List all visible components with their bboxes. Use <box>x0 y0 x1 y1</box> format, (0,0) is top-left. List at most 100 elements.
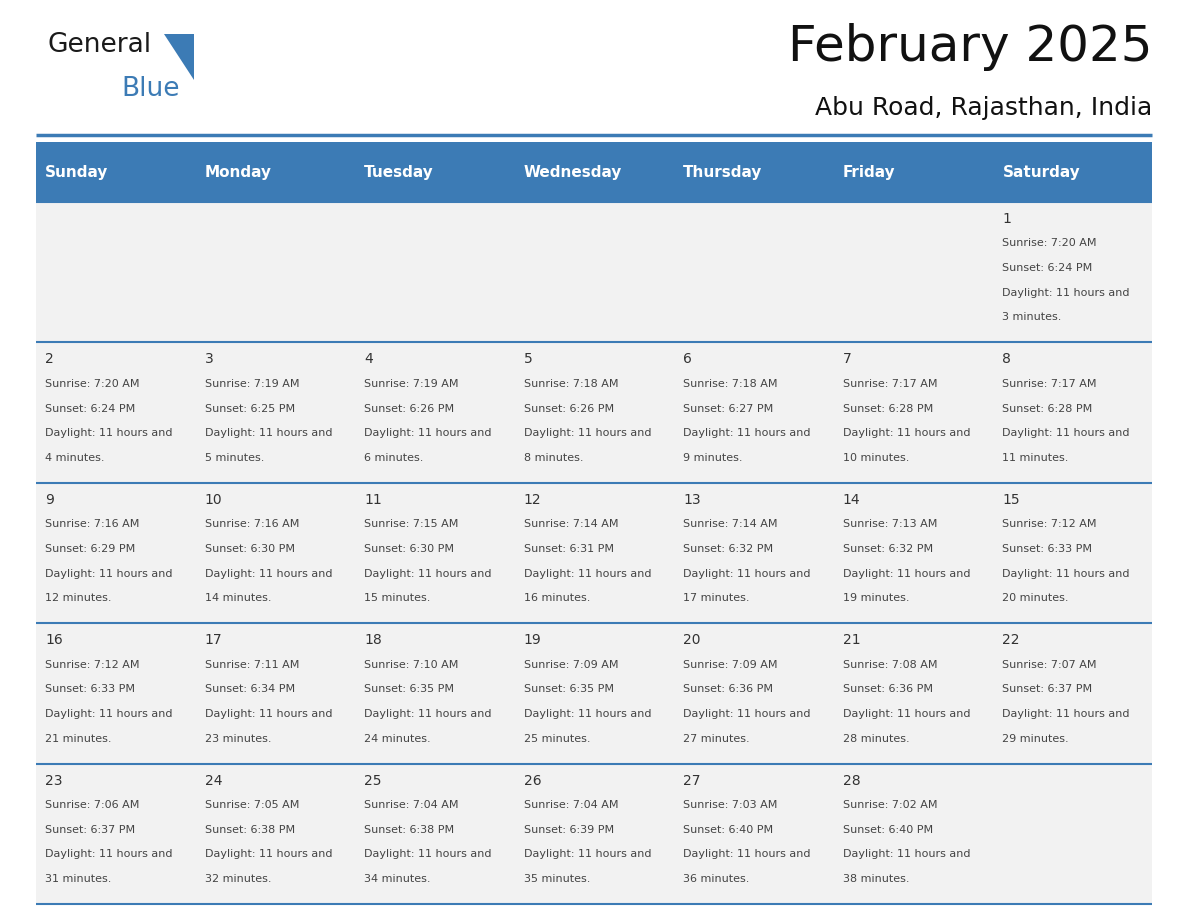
Text: Sunrise: 7:17 AM: Sunrise: 7:17 AM <box>1003 379 1097 389</box>
FancyBboxPatch shape <box>195 202 355 342</box>
Text: 27: 27 <box>683 774 701 788</box>
Text: 10 minutes.: 10 minutes. <box>842 453 909 463</box>
FancyBboxPatch shape <box>674 202 833 342</box>
Text: 28 minutes.: 28 minutes. <box>842 733 910 744</box>
Text: Sunrise: 7:20 AM: Sunrise: 7:20 AM <box>45 379 140 389</box>
Text: Daylight: 11 hours and: Daylight: 11 hours and <box>365 428 492 438</box>
Text: 24: 24 <box>204 774 222 788</box>
Text: Sunset: 6:30 PM: Sunset: 6:30 PM <box>365 544 454 554</box>
FancyBboxPatch shape <box>514 202 674 342</box>
Text: 20: 20 <box>683 633 701 647</box>
Text: Daylight: 11 hours and: Daylight: 11 hours and <box>204 428 333 438</box>
Text: Sunrise: 7:20 AM: Sunrise: 7:20 AM <box>1003 239 1097 249</box>
FancyBboxPatch shape <box>36 142 195 202</box>
FancyBboxPatch shape <box>833 342 993 483</box>
Text: 20 minutes.: 20 minutes. <box>1003 593 1069 603</box>
FancyBboxPatch shape <box>833 764 993 904</box>
Text: Sunset: 6:40 PM: Sunset: 6:40 PM <box>842 825 933 834</box>
FancyBboxPatch shape <box>514 483 674 623</box>
Text: Sunset: 6:26 PM: Sunset: 6:26 PM <box>365 404 454 413</box>
Text: Daylight: 11 hours and: Daylight: 11 hours and <box>365 849 492 859</box>
Text: Sunrise: 7:05 AM: Sunrise: 7:05 AM <box>204 800 299 811</box>
Text: 36 minutes.: 36 minutes. <box>683 874 750 884</box>
Text: Sunset: 6:34 PM: Sunset: 6:34 PM <box>204 685 295 694</box>
FancyBboxPatch shape <box>355 142 514 202</box>
Text: Sunset: 6:31 PM: Sunset: 6:31 PM <box>524 544 614 554</box>
Text: Daylight: 11 hours and: Daylight: 11 hours and <box>524 849 651 859</box>
FancyBboxPatch shape <box>514 142 674 202</box>
Text: 23 minutes.: 23 minutes. <box>204 733 271 744</box>
Text: 9: 9 <box>45 493 55 507</box>
Text: 3: 3 <box>204 353 214 366</box>
FancyBboxPatch shape <box>993 483 1152 623</box>
Text: Daylight: 11 hours and: Daylight: 11 hours and <box>1003 568 1130 578</box>
FancyBboxPatch shape <box>355 623 514 764</box>
Text: Sunrise: 7:11 AM: Sunrise: 7:11 AM <box>204 660 299 670</box>
FancyBboxPatch shape <box>993 342 1152 483</box>
Text: Sunrise: 7:04 AM: Sunrise: 7:04 AM <box>365 800 459 811</box>
Text: 8 minutes.: 8 minutes. <box>524 453 583 463</box>
FancyBboxPatch shape <box>355 483 514 623</box>
FancyBboxPatch shape <box>993 623 1152 764</box>
FancyBboxPatch shape <box>195 142 355 202</box>
Text: 23: 23 <box>45 774 63 788</box>
Text: Sunrise: 7:02 AM: Sunrise: 7:02 AM <box>842 800 937 811</box>
Text: Sunrise: 7:14 AM: Sunrise: 7:14 AM <box>683 520 778 530</box>
FancyBboxPatch shape <box>514 342 674 483</box>
Text: Daylight: 11 hours and: Daylight: 11 hours and <box>842 849 971 859</box>
Text: 24 minutes.: 24 minutes. <box>365 733 431 744</box>
Text: Sunset: 6:24 PM: Sunset: 6:24 PM <box>45 404 135 413</box>
Text: Daylight: 11 hours and: Daylight: 11 hours and <box>683 428 811 438</box>
Text: Sunrise: 7:19 AM: Sunrise: 7:19 AM <box>365 379 459 389</box>
FancyBboxPatch shape <box>674 764 833 904</box>
Text: 11 minutes.: 11 minutes. <box>1003 453 1069 463</box>
Text: 15: 15 <box>1003 493 1020 507</box>
Text: 12 minutes.: 12 minutes. <box>45 593 112 603</box>
Text: 16: 16 <box>45 633 63 647</box>
Text: Thursday: Thursday <box>683 164 763 180</box>
Text: Daylight: 11 hours and: Daylight: 11 hours and <box>524 428 651 438</box>
Text: Sunset: 6:33 PM: Sunset: 6:33 PM <box>45 685 135 694</box>
Text: February 2025: February 2025 <box>788 23 1152 71</box>
Text: Sunrise: 7:09 AM: Sunrise: 7:09 AM <box>524 660 618 670</box>
Text: Sunrise: 7:16 AM: Sunrise: 7:16 AM <box>45 520 139 530</box>
Text: Blue: Blue <box>121 76 179 102</box>
Text: Sunrise: 7:04 AM: Sunrise: 7:04 AM <box>524 800 618 811</box>
Text: Tuesday: Tuesday <box>365 164 434 180</box>
Text: Sunrise: 7:17 AM: Sunrise: 7:17 AM <box>842 379 937 389</box>
FancyBboxPatch shape <box>355 764 514 904</box>
Text: Sunset: 6:33 PM: Sunset: 6:33 PM <box>1003 544 1093 554</box>
FancyBboxPatch shape <box>993 202 1152 342</box>
Text: Daylight: 11 hours and: Daylight: 11 hours and <box>204 709 333 719</box>
FancyBboxPatch shape <box>674 342 833 483</box>
Text: Daylight: 11 hours and: Daylight: 11 hours and <box>365 709 492 719</box>
Text: 6: 6 <box>683 353 693 366</box>
Text: Sunset: 6:35 PM: Sunset: 6:35 PM <box>524 685 614 694</box>
Text: Sunrise: 7:07 AM: Sunrise: 7:07 AM <box>1003 660 1097 670</box>
FancyBboxPatch shape <box>833 202 993 342</box>
Text: 14: 14 <box>842 493 860 507</box>
Text: Daylight: 11 hours and: Daylight: 11 hours and <box>524 568 651 578</box>
Text: 7: 7 <box>842 353 852 366</box>
Text: Sunrise: 7:03 AM: Sunrise: 7:03 AM <box>683 800 778 811</box>
Text: 29 minutes.: 29 minutes. <box>1003 733 1069 744</box>
FancyBboxPatch shape <box>36 342 195 483</box>
Text: 5 minutes.: 5 minutes. <box>204 453 264 463</box>
Text: 1: 1 <box>1003 212 1011 226</box>
Text: Daylight: 11 hours and: Daylight: 11 hours and <box>45 709 172 719</box>
Text: Sunrise: 7:19 AM: Sunrise: 7:19 AM <box>204 379 299 389</box>
Text: 4: 4 <box>365 353 373 366</box>
Text: Daylight: 11 hours and: Daylight: 11 hours and <box>842 568 971 578</box>
Text: 31 minutes.: 31 minutes. <box>45 874 112 884</box>
FancyBboxPatch shape <box>993 142 1152 202</box>
Text: Sunrise: 7:14 AM: Sunrise: 7:14 AM <box>524 520 618 530</box>
Text: Sunset: 6:25 PM: Sunset: 6:25 PM <box>204 404 295 413</box>
Text: Sunset: 6:24 PM: Sunset: 6:24 PM <box>1003 263 1093 273</box>
Text: 28: 28 <box>842 774 860 788</box>
Text: Daylight: 11 hours and: Daylight: 11 hours and <box>204 849 333 859</box>
FancyBboxPatch shape <box>36 623 195 764</box>
Text: 19: 19 <box>524 633 542 647</box>
Text: Abu Road, Rajasthan, India: Abu Road, Rajasthan, India <box>815 96 1152 120</box>
Text: Sunset: 6:39 PM: Sunset: 6:39 PM <box>524 825 614 834</box>
FancyBboxPatch shape <box>833 483 993 623</box>
